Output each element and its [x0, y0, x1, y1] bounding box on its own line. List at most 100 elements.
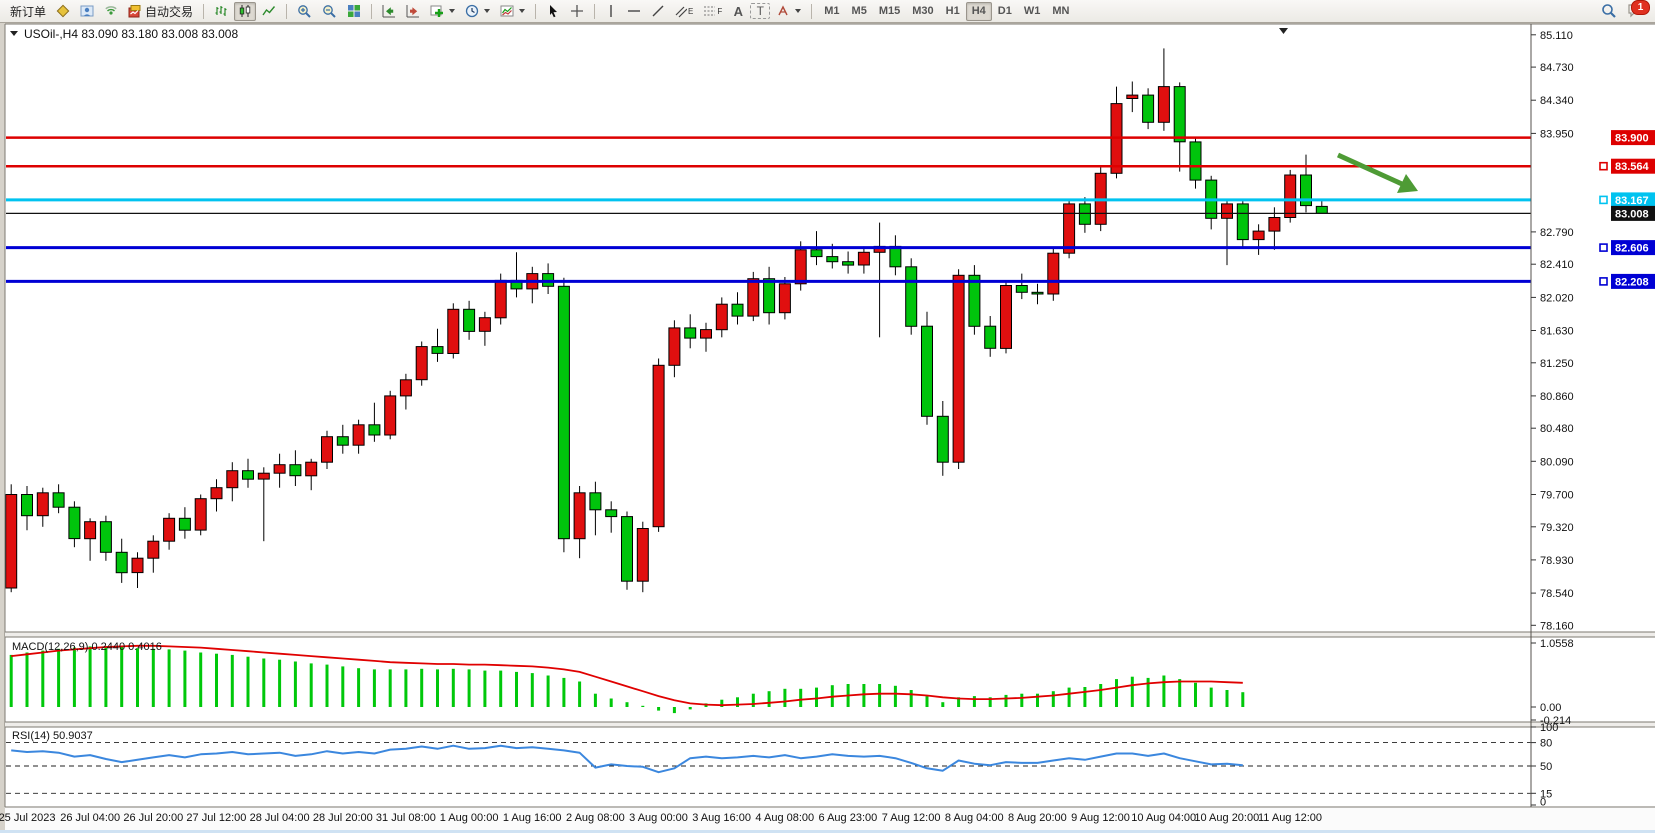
timeframe-M5[interactable]: M5: [851, 5, 867, 17]
tile-windows-button[interactable]: [343, 2, 365, 21]
rsi-scale-label: 100: [1540, 722, 1558, 734]
time-axis: 25 Jul 2023 26 Jul 04:00 26 Jul 20:00 27 Ju…: [0, 812, 1322, 824]
price-tick-label: 81.630: [1540, 326, 1574, 338]
line-chart-button[interactable]: [258, 2, 280, 21]
horizontal-line-icon: [628, 10, 641, 12]
main-toolbar: 新订单 自动交易: [0, 0, 1655, 23]
indicators-button[interactable]: [426, 2, 459, 21]
price-tick-label: 82.790: [1540, 227, 1574, 239]
dropdown-caret-icon: [449, 9, 456, 13]
arrows-button[interactable]: [772, 2, 805, 21]
toolbar-separator: [535, 3, 537, 19]
channel-button[interactable]: E: [671, 2, 697, 21]
dropdown-caret-icon: [519, 9, 526, 13]
price-tag-83.008: 83.008: [1611, 205, 1655, 221]
macd-signal-line: [11, 644, 1243, 707]
crosshair-icon: [571, 5, 584, 17]
periods-button[interactable]: [461, 2, 494, 21]
chart-title: USOil-,H4 83.090 83.180 83.008 83.008: [24, 27, 238, 41]
zoom-out-icon: [323, 4, 336, 18]
signals-button[interactable]: [100, 2, 122, 21]
timeframe-H4[interactable]: H4: [965, 1, 992, 21]
time-tick-label: 8 Aug 04:00: [945, 812, 1004, 824]
auto-scroll-button[interactable]: [378, 2, 400, 21]
rsi-label: RSI(14) 50.9037: [12, 730, 93, 742]
macd-label: MACD(12,26,9) 0.2440 0.4016: [12, 641, 162, 653]
market-watch-icon: [56, 4, 70, 18]
rsi-scale-label: 15: [1540, 788, 1552, 800]
timeframe-M1[interactable]: M1: [824, 5, 840, 17]
channel-icon: [675, 6, 688, 18]
horizontal-line-button[interactable]: [623, 2, 645, 21]
toolbar-separator: [286, 3, 288, 19]
bars-chart-button[interactable]: [210, 2, 232, 21]
time-axis-strip: [5, 806, 1655, 830]
chart-shift-button[interactable]: [402, 2, 424, 21]
autotrading-button[interactable]: 自动交易: [124, 2, 197, 21]
time-tick-label: 28 Jul 20:00: [313, 812, 373, 824]
chat-button[interactable]: 1: [1623, 0, 1650, 21]
trendline-button[interactable]: [647, 2, 669, 21]
macd-scale-label: -0.214: [1540, 715, 1571, 727]
time-tick-label: 28 Jul 04:00: [250, 812, 310, 824]
timeframe-H1[interactable]: H1: [945, 5, 960, 17]
market-watch-button[interactable]: [52, 2, 74, 21]
price-tick-label: 84.340: [1540, 95, 1574, 107]
rsi-scale-label: 80: [1540, 738, 1552, 750]
new-order-button[interactable]: 新订单: [6, 2, 50, 21]
candles-chart-icon: [239, 5, 251, 17]
time-tick-label: 31 Jul 08:00: [376, 812, 436, 824]
search-icon: [1602, 4, 1616, 18]
vertical-line-button[interactable]: [601, 2, 621, 21]
candles-chart-button[interactable]: [234, 1, 257, 21]
price-tick-label: 78.540: [1540, 588, 1574, 600]
panel-splitter[interactable]: [5, 632, 1655, 637]
templates-button[interactable]: [496, 2, 529, 21]
bars-chart-icon: [215, 6, 227, 16]
trend-arrow[interactable]: [1336, 152, 1418, 193]
time-tick-label: 9 Aug 12:00: [1071, 812, 1130, 824]
price-axis: 85.110 84.730 84.340 83.950 82.790 82.410 82.0…: [1531, 30, 1574, 632]
cursor-button[interactable]: [542, 2, 564, 21]
svg-text:83.167: 83.167: [1615, 195, 1649, 207]
crosshair-button[interactable]: [566, 2, 588, 21]
zoom-out-button[interactable]: [318, 2, 341, 21]
toolbar-separator: [811, 3, 813, 19]
fibo-letter: F: [717, 6, 723, 16]
price-tick-label: 84.730: [1540, 62, 1574, 74]
price-tag-82.208: 82.208: [1599, 273, 1655, 289]
price-tick-label: 82.410: [1540, 259, 1574, 271]
timeframe-D1[interactable]: D1: [997, 5, 1012, 17]
price-tick-label: 80.860: [1540, 391, 1574, 403]
panel-splitter[interactable]: [5, 722, 1655, 727]
timeframe-W1[interactable]: W1: [1023, 5, 1041, 17]
timeframe-M15[interactable]: M15: [878, 5, 901, 17]
text-button[interactable]: A: [728, 2, 748, 21]
time-tick-label: 3 Aug 00:00: [629, 812, 688, 824]
macd-scale-label: 0.00: [1540, 702, 1561, 714]
chart-shift-icon: [406, 5, 420, 18]
timeframe-M30[interactable]: M30: [912, 5, 934, 17]
chart-menu-triangle-icon[interactable]: [10, 31, 18, 36]
profiles-button[interactable]: [76, 2, 98, 21]
label-button[interactable]: T: [750, 3, 771, 19]
zoom-in-button[interactable]: [293, 2, 316, 21]
price-tag-83.900: 83.900: [1611, 130, 1655, 146]
tile-windows-icon: [348, 5, 361, 17]
profiles-icon: [80, 5, 94, 17]
price-tick-label: 83.950: [1540, 128, 1574, 140]
notification-badge: 1: [1631, 0, 1650, 15]
time-tick-label: 1 Aug 16:00: [503, 812, 562, 824]
vertical-line-icon: [610, 5, 612, 17]
price-tag-83.167: 83.167: [1599, 192, 1655, 208]
label-tool-letter: T: [756, 4, 764, 18]
chart-shift-marker-icon[interactable]: [1279, 28, 1288, 34]
search-button[interactable]: [1597, 2, 1621, 21]
text-tool-letter: A: [733, 3, 743, 19]
timeframe-MN[interactable]: MN: [1052, 5, 1070, 17]
time-tick-label: 10 Aug 20:00: [1194, 812, 1259, 824]
chart-background: [5, 24, 1655, 806]
fibonacci-button[interactable]: F: [699, 2, 726, 21]
svg-text:83.564: 83.564: [1615, 161, 1650, 173]
toolbar-separator: [594, 3, 596, 19]
